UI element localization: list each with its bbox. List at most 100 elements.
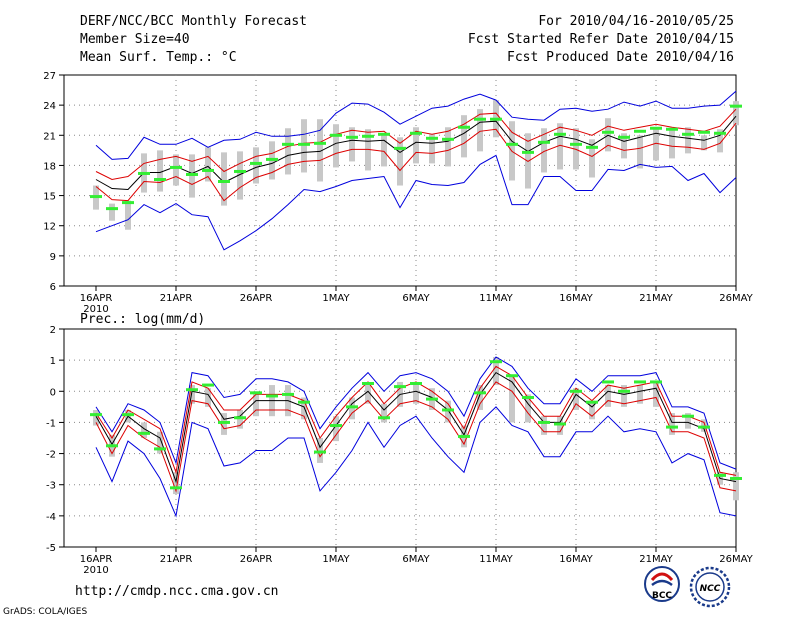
temp-member-box <box>237 151 243 200</box>
source-url[interactable]: http://cmdp.ncc.cma.gov.cn <box>75 584 279 599</box>
started-refer-date: Fcst Started Refer Date 2010/04/15 <box>468 32 734 47</box>
temp-member-box <box>733 101 739 126</box>
temp-xtick-label: 11MAY <box>479 293 513 304</box>
grads-credit: GrADS: COLA/IGES <box>3 607 87 617</box>
temp-xtick-label: 1MAY <box>322 293 350 304</box>
prec-member-box <box>157 431 163 454</box>
variable-label-temp: Mean Surf. Temp.: °C <box>80 50 237 65</box>
prec-member-box <box>477 385 483 410</box>
temp-upper-inner-line <box>95 108 737 181</box>
temp-member-box <box>333 124 339 168</box>
temp-member-box <box>109 203 115 221</box>
prec-member-box <box>205 388 211 407</box>
ncc-logo-text: NCC <box>700 584 721 594</box>
temp-member-box <box>173 154 179 186</box>
temp-ytick-label: 27 <box>43 71 56 82</box>
temp-member-box <box>221 152 227 206</box>
prec-ytick-label: -1 <box>46 418 56 429</box>
prec-member-box <box>317 438 323 463</box>
temp-member-box <box>461 115 467 158</box>
prec-member-box <box>445 400 451 423</box>
prec-member-box <box>413 381 419 404</box>
produced-date: Fcst Produced Date 2010/04/16 <box>507 50 734 65</box>
member-size: Member Size=40 <box>80 32 190 47</box>
prec-member-box <box>493 357 499 386</box>
prec-xtick-label: 21APR <box>160 554 193 565</box>
forecast-period: For 2010/04/16-2010/05/25 <box>538 14 734 29</box>
temp-member-box <box>621 133 627 159</box>
prec-member-box <box>333 416 339 442</box>
temp-ytick-label: 6 <box>50 282 56 293</box>
prec-member-box <box>733 472 739 501</box>
temp-member-box <box>157 150 163 192</box>
temp-member-box <box>701 135 707 151</box>
prec-xtick-label: 16APR <box>80 554 113 565</box>
prec-member-box <box>301 397 307 420</box>
temp-ytick-label: 18 <box>43 161 56 172</box>
prec-member-box <box>637 385 643 404</box>
prec-ytick-label: 0 <box>50 387 56 398</box>
prec-ytick-label: 1 <box>50 356 56 367</box>
prec-member-box <box>365 385 371 404</box>
prec-member-box <box>653 381 659 407</box>
prec-ytick-label: -4 <box>46 512 56 523</box>
temp-frame <box>63 74 737 287</box>
prec-member-box <box>701 419 707 432</box>
temp-member-box <box>125 200 131 230</box>
prec-member-box <box>173 472 179 495</box>
temp-ytick-label: 12 <box>43 222 56 233</box>
temp-xtick-label: 16MAY <box>559 293 593 304</box>
temp-member-box <box>301 119 307 173</box>
temp-xtick-label: 26APR <box>240 293 273 304</box>
prec-member-box <box>349 397 355 420</box>
temp-upper-outer-line <box>95 90 737 160</box>
prec-xtick-year: 2010 <box>83 565 108 576</box>
temp-member-box <box>541 128 547 173</box>
temp-member-box <box>349 127 355 162</box>
temp-member-box <box>397 137 403 186</box>
temp-member-box <box>381 134 387 167</box>
prec-member-box <box>141 422 147 438</box>
prec-member-box <box>557 416 563 435</box>
temp-ytick-label: 24 <box>43 101 56 112</box>
temp-member-box <box>573 128 579 170</box>
temp-xtick-label: 21APR <box>160 293 193 304</box>
temp-member-box <box>429 134 435 164</box>
temp-member-box <box>685 127 691 154</box>
temperature-panel: 6 9 12 15 18 21 24 27 16APR 21APR 26APR 1MAY 6MAY 11M… <box>43 71 753 315</box>
title: DERF/NCC/BCC Monthly Forecast <box>80 14 307 29</box>
prec-xtick-label: 6MAY <box>402 554 430 565</box>
prec-xtick-label: 26APR <box>240 554 273 565</box>
temp-member-box <box>669 128 675 159</box>
temp-xtick-label: 6MAY <box>402 293 430 304</box>
variable-label-prec: Prec.: log(mm/d) <box>80 312 205 327</box>
prec-xtick-label: 1MAY <box>322 554 350 565</box>
prec-member-box <box>93 409 99 426</box>
temp-member-box <box>557 123 563 170</box>
prec-member-box <box>573 388 579 410</box>
prec-member-box <box>237 409 243 429</box>
temp-member-box <box>653 127 659 161</box>
prec-xtick-label: 21MAY <box>639 554 673 565</box>
prec-ytick-label: -2 <box>46 450 56 461</box>
temp-member-box <box>717 129 723 153</box>
temp-ytick-label: 9 <box>50 252 56 263</box>
prec-member-box <box>669 413 675 435</box>
prec-member-box <box>589 400 595 420</box>
prec-ytick-label: 2 <box>50 325 56 336</box>
prec-lower-inner-line <box>95 381 737 493</box>
temp-member-box <box>477 109 483 152</box>
temp-xtick-label: 16APR <box>80 293 113 304</box>
prec-xtick-label: 16MAY <box>559 554 593 565</box>
temp-member-box <box>445 127 451 167</box>
prec-upper-outer-line <box>95 356 737 470</box>
prec-member-box <box>621 385 627 407</box>
prec-member-box <box>541 416 547 435</box>
prec-member-box <box>605 385 611 407</box>
bcc-logo: BCC <box>644 566 680 602</box>
temp-member-box <box>189 154 195 198</box>
temp-ytick-label: 21 <box>43 131 56 142</box>
precipitation-panel: -5 -4 -3 -2 -1 0 1 2 16APR 21APR 26APR 1MAY 6MAY 11MA… <box>46 325 754 576</box>
prec-ytick-label: -3 <box>46 481 56 492</box>
temp-member-box <box>589 139 595 178</box>
